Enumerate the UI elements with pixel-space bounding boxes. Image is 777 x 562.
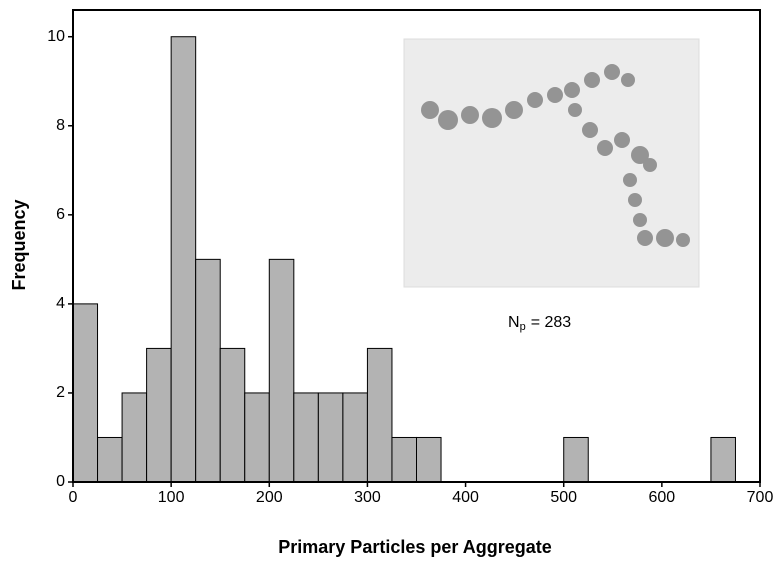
y-tick-label: 8 xyxy=(56,117,65,134)
bar xyxy=(342,392,368,483)
bar xyxy=(97,436,123,483)
annotation: Np = 283 xyxy=(508,314,571,333)
y-tick-label: 10 xyxy=(47,28,65,45)
bar xyxy=(293,392,319,483)
y-tick-label: 2 xyxy=(56,384,65,401)
x-tick-label: 500 xyxy=(550,489,577,506)
annotation-symbol: N xyxy=(508,314,520,331)
bar xyxy=(317,392,344,483)
annotation-subscript: p xyxy=(520,321,526,333)
bar xyxy=(366,347,393,483)
bar xyxy=(195,258,221,483)
y-axis-title: Frequency xyxy=(9,199,29,290)
y-tick-label: 4 xyxy=(56,295,65,312)
x-tick-label: 300 xyxy=(354,489,381,506)
x-tick-label: 600 xyxy=(649,489,676,506)
bar xyxy=(563,436,589,483)
bar xyxy=(244,392,270,483)
annotation-text: = 283 xyxy=(531,314,572,331)
bar xyxy=(170,36,197,483)
x-tick-label: 200 xyxy=(256,489,283,506)
bar xyxy=(391,436,418,483)
bar xyxy=(72,303,99,483)
bar xyxy=(268,258,295,483)
bar xyxy=(219,347,246,483)
inset-image xyxy=(403,38,700,288)
x-axis-title: Primary Particles per Aggregate xyxy=(278,537,551,557)
plot-frame xyxy=(72,9,761,483)
bar xyxy=(710,436,736,483)
y-tick-label: 0 xyxy=(56,473,65,490)
x-tick-label: 700 xyxy=(747,489,774,506)
x-tick-label: 400 xyxy=(452,489,479,506)
bar xyxy=(146,347,172,483)
bar xyxy=(121,392,148,483)
x-tick-label: 100 xyxy=(158,489,185,506)
y-tick-label: 6 xyxy=(56,206,65,223)
x-tick-label: 0 xyxy=(69,489,78,506)
bar xyxy=(416,436,442,483)
